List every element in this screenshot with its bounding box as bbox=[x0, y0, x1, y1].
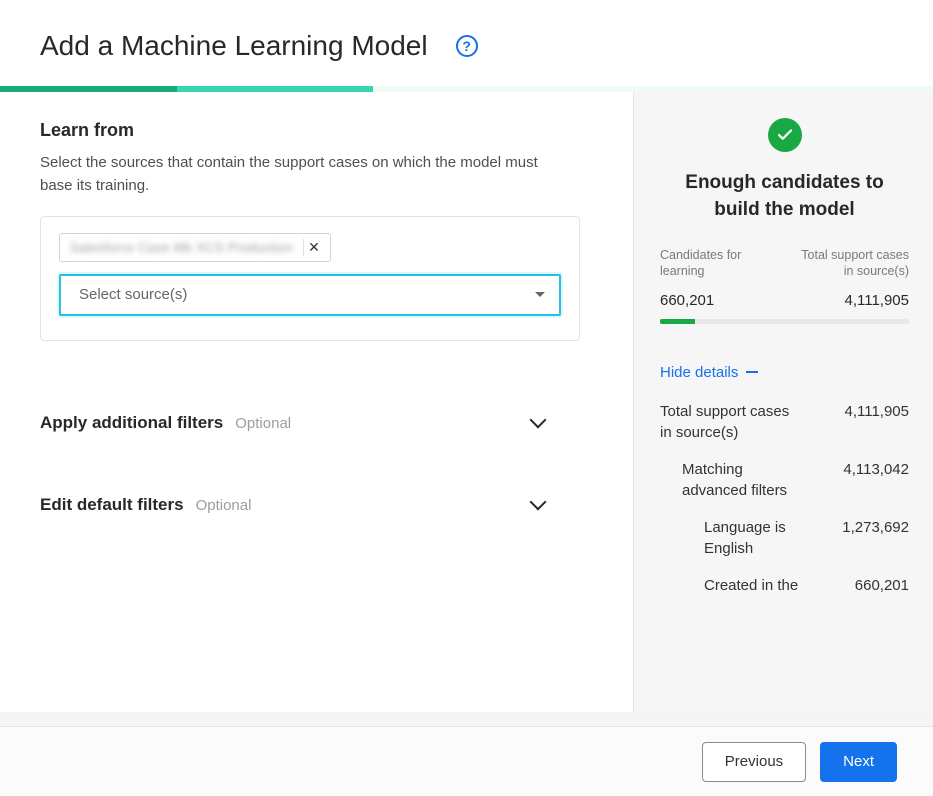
stats-values-row: 660,201 4,111,905 bbox=[660, 292, 909, 309]
page-header: Add a Machine Learning Model ? bbox=[0, 0, 933, 86]
total-cases-value: 4,111,905 bbox=[844, 292, 909, 309]
chevron-down-icon bbox=[530, 493, 547, 510]
stats-labels-row: Candidates for learning Total support ca… bbox=[660, 247, 909, 280]
total-cases-label: Total support cases in source(s) bbox=[789, 247, 909, 280]
chevron-down-icon bbox=[535, 292, 545, 297]
additional-filters-optional: Optional bbox=[235, 415, 291, 432]
left-column: Learn from Select the sources that conta… bbox=[0, 92, 633, 712]
selected-source-chip: Salesforce Case Mb XCS Production ✕ bbox=[59, 233, 331, 262]
status-title: Enough candidates to build the model bbox=[660, 170, 909, 223]
detail-row: Language is English1,273,692 bbox=[660, 517, 909, 559]
previous-button[interactable]: Previous bbox=[702, 742, 806, 782]
help-icon[interactable]: ? bbox=[456, 35, 478, 57]
detail-label: Language is English bbox=[704, 517, 834, 559]
hide-details-label: Hide details bbox=[660, 364, 738, 381]
selected-source-name: Salesforce Case Mb XCS Production bbox=[70, 240, 293, 255]
page-title: Add a Machine Learning Model bbox=[40, 30, 428, 62]
detail-value: 4,111,905 bbox=[844, 401, 909, 443]
candidates-value: 660,201 bbox=[660, 292, 714, 309]
details-list: Total support cases in source(s) 4,111,90… bbox=[660, 401, 909, 612]
learn-from-description: Select the sources that contain the supp… bbox=[40, 151, 560, 198]
default-filters-title: Edit default filters bbox=[40, 495, 184, 515]
candidates-ratio-fill bbox=[660, 319, 695, 324]
chevron-down-icon bbox=[530, 411, 547, 428]
hide-details-toggle[interactable]: Hide details bbox=[660, 364, 909, 381]
edit-default-filters-toggle[interactable]: Edit default filters Optional bbox=[40, 477, 560, 529]
main-area: Learn from Select the sources that conta… bbox=[0, 92, 933, 712]
apply-additional-filters-toggle[interactable]: Apply additional filters Optional bbox=[40, 395, 560, 447]
learn-from-title: Learn from bbox=[40, 120, 593, 141]
detail-value: 660,201 bbox=[855, 575, 909, 596]
select-sources-dropdown[interactable]: Select source(s) bbox=[59, 274, 561, 316]
check-icon bbox=[768, 118, 802, 152]
minus-icon bbox=[746, 371, 758, 373]
learn-from-section: Learn from Select the sources that conta… bbox=[40, 120, 593, 341]
detail-value: 4,113,042 bbox=[843, 459, 909, 501]
detail-row: Created in the 660,201 bbox=[660, 575, 909, 596]
select-sources-placeholder: Select source(s) bbox=[79, 286, 187, 303]
default-filters-optional: Optional bbox=[196, 497, 252, 514]
candidates-ratio-bar bbox=[660, 319, 909, 324]
detail-label: Total support cases in source(s) bbox=[660, 401, 790, 443]
remove-source-icon[interactable]: ✕ bbox=[303, 239, 324, 256]
wizard-footer: Previous Next bbox=[0, 726, 933, 796]
detail-row: Total support cases in source(s) 4,111,90… bbox=[660, 401, 909, 443]
candidates-label: Candidates for learning bbox=[660, 247, 760, 280]
detail-label: Matching advanced filters bbox=[682, 459, 812, 501]
next-button[interactable]: Next bbox=[820, 742, 897, 782]
candidates-sidebar: Enough candidates to build the model Can… bbox=[633, 92, 933, 712]
additional-filters-title: Apply additional filters bbox=[40, 413, 223, 433]
detail-row: Matching advanced filters 4,113,042 bbox=[660, 459, 909, 501]
detail-label: Created in the bbox=[704, 575, 798, 596]
source-selection-card: Salesforce Case Mb XCS Production ✕ Sele… bbox=[40, 216, 580, 341]
detail-value: 1,273,692 bbox=[842, 517, 909, 559]
